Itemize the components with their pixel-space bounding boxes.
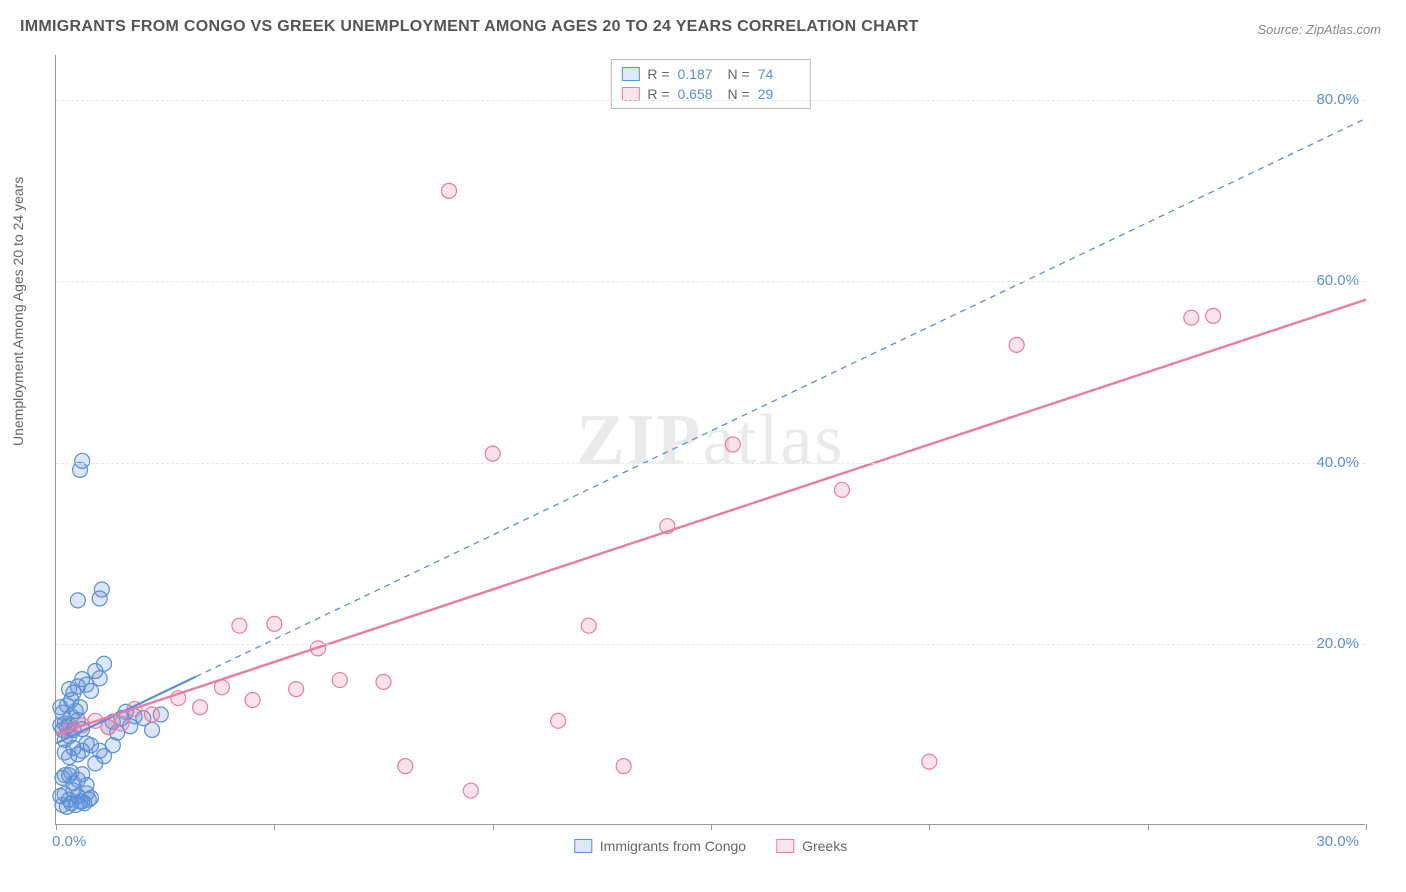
series-legend: Immigrants from Congo Greeks xyxy=(574,838,847,854)
scatter-point xyxy=(1206,308,1221,323)
grid-line xyxy=(56,100,1365,101)
scatter-point xyxy=(92,671,107,686)
scatter-point xyxy=(193,700,208,715)
chart-title: IMMIGRANTS FROM CONGO VS GREEK UNEMPLOYM… xyxy=(20,18,919,36)
scatter-point xyxy=(94,582,109,597)
scatter-point xyxy=(1184,310,1199,325)
legend-series-label: Greeks xyxy=(802,838,847,854)
grid-line xyxy=(56,644,1365,645)
x-tick-label: 0.0% xyxy=(52,833,86,850)
y-axis-label: Unemployment Among Ages 20 to 24 years xyxy=(10,177,26,446)
legend-series-label: Immigrants from Congo xyxy=(600,838,746,854)
trend-line xyxy=(56,300,1366,735)
legend-n-label: N = xyxy=(728,66,750,82)
scatter-point xyxy=(245,692,260,707)
y-tick-label: 20.0% xyxy=(1316,635,1359,652)
legend-swatch xyxy=(621,87,639,101)
legend-swatch xyxy=(621,67,639,81)
y-tick-label: 40.0% xyxy=(1316,454,1359,471)
x-tick xyxy=(56,824,57,830)
legend-swatch xyxy=(574,839,592,853)
scatter-point xyxy=(83,683,98,698)
scatter-point xyxy=(145,722,160,737)
scatter-point xyxy=(581,618,596,633)
scatter-point xyxy=(485,446,500,461)
correlation-legend: R =0.187N =74R =0.658N =29 xyxy=(610,59,810,109)
legend-r-label: R = xyxy=(647,66,669,82)
scatter-point xyxy=(463,783,478,798)
scatter-point xyxy=(232,618,247,633)
scatter-point xyxy=(616,759,631,774)
source-attribution: Source: ZipAtlas.com xyxy=(1257,22,1381,37)
scatter-point xyxy=(97,656,112,671)
x-tick xyxy=(274,824,275,830)
x-tick xyxy=(929,824,930,830)
plot-area: ZIPatlas R =0.187N =74R =0.658N =29 Immi… xyxy=(55,55,1365,825)
x-tick xyxy=(1366,824,1367,830)
scatter-point xyxy=(376,674,391,689)
scatter-point xyxy=(81,792,96,807)
scatter-point xyxy=(398,759,413,774)
legend-r-value: 0.187 xyxy=(678,66,720,82)
grid-line xyxy=(56,281,1365,282)
x-tick-label: 30.0% xyxy=(1316,833,1359,850)
scatter-chart xyxy=(56,55,1365,824)
scatter-point xyxy=(551,713,566,728)
legend-swatch xyxy=(776,839,794,853)
y-tick-label: 80.0% xyxy=(1316,91,1359,108)
legend-series: Immigrants from Congo xyxy=(574,838,746,854)
scatter-point xyxy=(442,183,457,198)
scatter-point xyxy=(70,593,85,608)
x-tick xyxy=(493,824,494,830)
scatter-point xyxy=(105,738,120,753)
grid-line xyxy=(56,463,1365,464)
y-tick-label: 60.0% xyxy=(1316,272,1359,289)
scatter-point xyxy=(332,673,347,688)
scatter-point xyxy=(73,700,88,715)
x-tick xyxy=(711,824,712,830)
x-tick xyxy=(1148,824,1149,830)
legend-row: R = 0.187 N = 74 xyxy=(621,64,799,84)
scatter-point xyxy=(114,716,129,731)
legend-series: Greeks xyxy=(776,838,847,854)
trend-line-dashed xyxy=(196,118,1366,676)
scatter-point xyxy=(835,482,850,497)
scatter-point xyxy=(289,682,304,697)
scatter-point xyxy=(1009,337,1024,352)
legend-n-value: 74 xyxy=(758,66,800,82)
scatter-point xyxy=(267,616,282,631)
scatter-point xyxy=(725,437,740,452)
scatter-point xyxy=(75,453,90,468)
scatter-point xyxy=(145,707,160,722)
scatter-point xyxy=(922,754,937,769)
